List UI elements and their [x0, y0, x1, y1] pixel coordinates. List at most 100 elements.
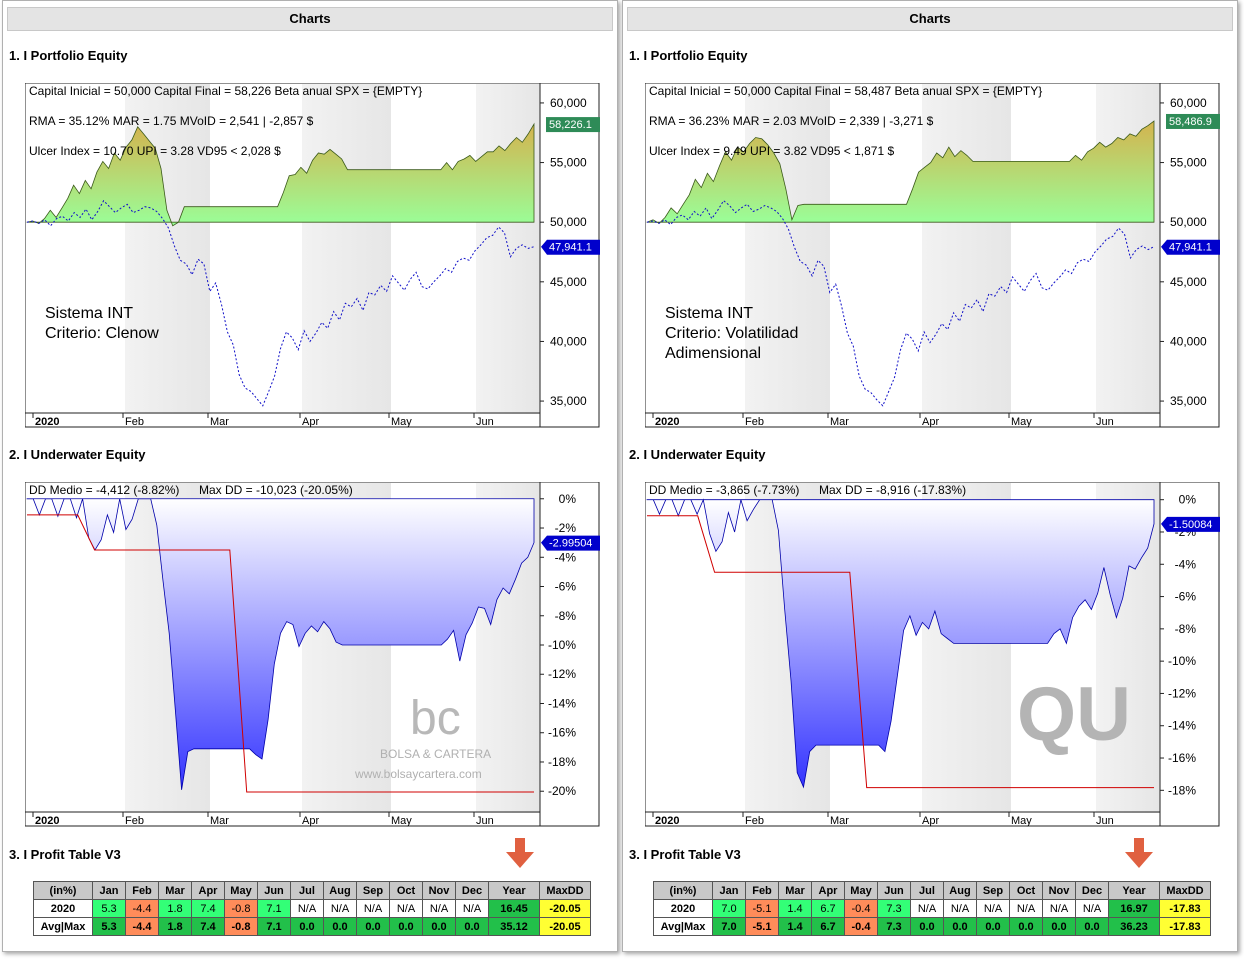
x-tick-label: Apr	[302, 815, 319, 827]
benchmark-line	[26, 199, 535, 407]
column-header: Nov	[1042, 881, 1076, 900]
x-tick-label: 2020	[35, 815, 59, 827]
table-cell: 35.12	[488, 917, 540, 936]
table-cell: 0.0	[356, 917, 390, 936]
x-tick-label: 2020	[35, 416, 59, 428]
y-tick-label: -20%	[548, 784, 576, 798]
x-tick-label: Feb	[745, 815, 764, 827]
y-tick-label: 45,000	[1170, 275, 1207, 289]
drawdown-value-badge	[541, 535, 600, 551]
table-cell: 7.0	[712, 917, 746, 936]
profit-section-title: 3. I Profit Table V3	[629, 847, 741, 862]
column-header: Oct	[389, 881, 423, 900]
table-cell: N/A	[422, 899, 456, 918]
table-cell: 0.0	[1009, 917, 1043, 936]
x-tick-label: Mar	[210, 416, 229, 428]
table-cell: N/A	[1042, 899, 1076, 918]
table-cell: N/A	[1009, 899, 1043, 918]
column-header: Jun	[877, 881, 911, 900]
table-cell: 1.8	[158, 899, 192, 918]
y-tick-label: -18%	[1168, 783, 1196, 797]
table-cell: 0.0	[389, 917, 423, 936]
y-tick-label: -6%	[1175, 590, 1197, 604]
system-label-line2: Criterio: Volatilidad	[665, 325, 798, 342]
y-tick-label: 50,000	[1170, 215, 1207, 229]
table-cell: 5.3	[92, 917, 126, 936]
table-cell: -17.83	[1159, 917, 1211, 936]
table-cell: N/A	[455, 899, 489, 918]
watermark-line1: BOLSA & CARTERA	[380, 747, 491, 761]
equity-chart: 2020 Feb Mar Apr May Jun 60,000 55,000 50,000 45,…	[645, 83, 1220, 428]
x-tick-label: Feb	[125, 416, 144, 428]
column-header: Dec	[455, 881, 489, 900]
profit-table: (in%) Jan Feb Mar Apr May Jun Jul Aug Sep Oct Nov De…	[33, 881, 591, 936]
system-label-line1: Sistema INT	[665, 305, 753, 322]
column-header: Jun	[257, 881, 291, 900]
x-tick-label: Feb	[125, 815, 144, 827]
row-label: Avg|Max	[33, 917, 93, 936]
column-header: Oct	[1009, 881, 1043, 900]
table-cell: -4.4	[125, 899, 159, 918]
column-header: Year	[1108, 881, 1160, 900]
underwater-section-title: 2. I Underwater Equity	[629, 447, 766, 462]
row-label: 2020	[653, 899, 713, 918]
table-header-row: (in%) Jan Feb Mar Apr May Jun Jul Aug Sep Oct Nov De…	[653, 881, 1211, 900]
y-tick-label: -4%	[1175, 557, 1197, 571]
table-cell: 1.4	[778, 917, 812, 936]
column-header: Jan	[92, 881, 126, 900]
column-header: Aug	[943, 881, 977, 900]
max-drawdown-line	[27, 514, 534, 793]
y-tick-label: 50,000	[550, 215, 587, 229]
profit-section-title: 3. I Profit Table V3	[9, 847, 121, 862]
y-tick-label: -4%	[555, 550, 577, 564]
y-tick-label: 0%	[559, 492, 577, 506]
drawdown-value-badge	[1161, 516, 1220, 532]
equity-stats-line2: RMA = 36.23% MAR = 2.03 MVoID = 2,339 | …	[649, 114, 934, 128]
table-cell: -5.1	[745, 917, 779, 936]
column-header: Jul	[290, 881, 324, 900]
x-tick-label: Apr	[922, 416, 939, 428]
table-cell: 7.1	[257, 917, 291, 936]
dd-average-stat: DD Medio = -4,412 (-8.82%)	[29, 483, 179, 497]
table-cell: N/A	[389, 899, 423, 918]
column-header: Jan	[712, 881, 746, 900]
x-tick-label: 2020	[655, 815, 679, 827]
table-cell: 0.0	[976, 917, 1010, 936]
table-row: Avg|Max 5.3 -4.4 1.8 7.4 -0.8 7.1 0.0 0.0 0.0 0.0 0…	[33, 917, 591, 936]
table-cell: 0.0	[290, 917, 324, 936]
y-tick-label: -16%	[1168, 751, 1196, 765]
table-cell: -0.4	[844, 917, 878, 936]
max-dd-stat: Max DD = -10,023 (-20.05%)	[199, 483, 353, 497]
column-header: Sep	[976, 881, 1010, 900]
equity-section-title: 1. I Portfolio Equity	[629, 48, 748, 63]
y-tick-label: -10%	[548, 638, 576, 652]
column-header: Feb	[745, 881, 779, 900]
equity-stats-line1: Capital Inicial = 50,000 Capital Final =…	[29, 84, 422, 98]
y-tick-label: 60,000	[550, 96, 587, 110]
equity-section-title: 1. I Portfolio Equity	[9, 48, 128, 63]
y-tick-label: 55,000	[550, 156, 587, 170]
row-label: Avg|Max	[653, 917, 713, 936]
x-tick-label: Jun	[476, 416, 494, 428]
y-tick-label: -12%	[548, 667, 576, 681]
table-cell: 7.3	[877, 917, 911, 936]
x-tick-label: May	[1011, 815, 1032, 827]
y-tick-label: 45,000	[550, 275, 587, 289]
y-tick-label: 40,000	[550, 334, 587, 348]
table-cell: 6.7	[811, 899, 845, 918]
equity-stats-line2: RMA = 35.12% MAR = 1.75 MVoID = 2,541 | …	[29, 114, 314, 128]
equity-value-badge	[1166, 113, 1220, 129]
drawdown-value-badge-label: -2.99504	[549, 538, 592, 550]
table-cell: 7.3	[877, 899, 911, 918]
equity-stats-line1: Capital Inicial = 50,000 Capital Final =…	[649, 84, 1042, 98]
table-cell: 0.0	[455, 917, 489, 936]
table-cell: 0.0	[943, 917, 977, 936]
table-cell: 7.0	[712, 899, 746, 918]
table-header-row: (in%) Jan Feb Mar Apr May Jun Jul Aug Sep Oct Nov De…	[33, 881, 591, 900]
x-tick-label: Mar	[210, 815, 229, 827]
month-band	[302, 84, 391, 414]
max-dd-stat: Max DD = -8,916 (-17.83%)	[819, 483, 966, 497]
table-cell: 16.97	[1108, 899, 1160, 918]
max-drawdown-line	[647, 515, 1154, 789]
panel-header: Charts	[7, 7, 613, 31]
